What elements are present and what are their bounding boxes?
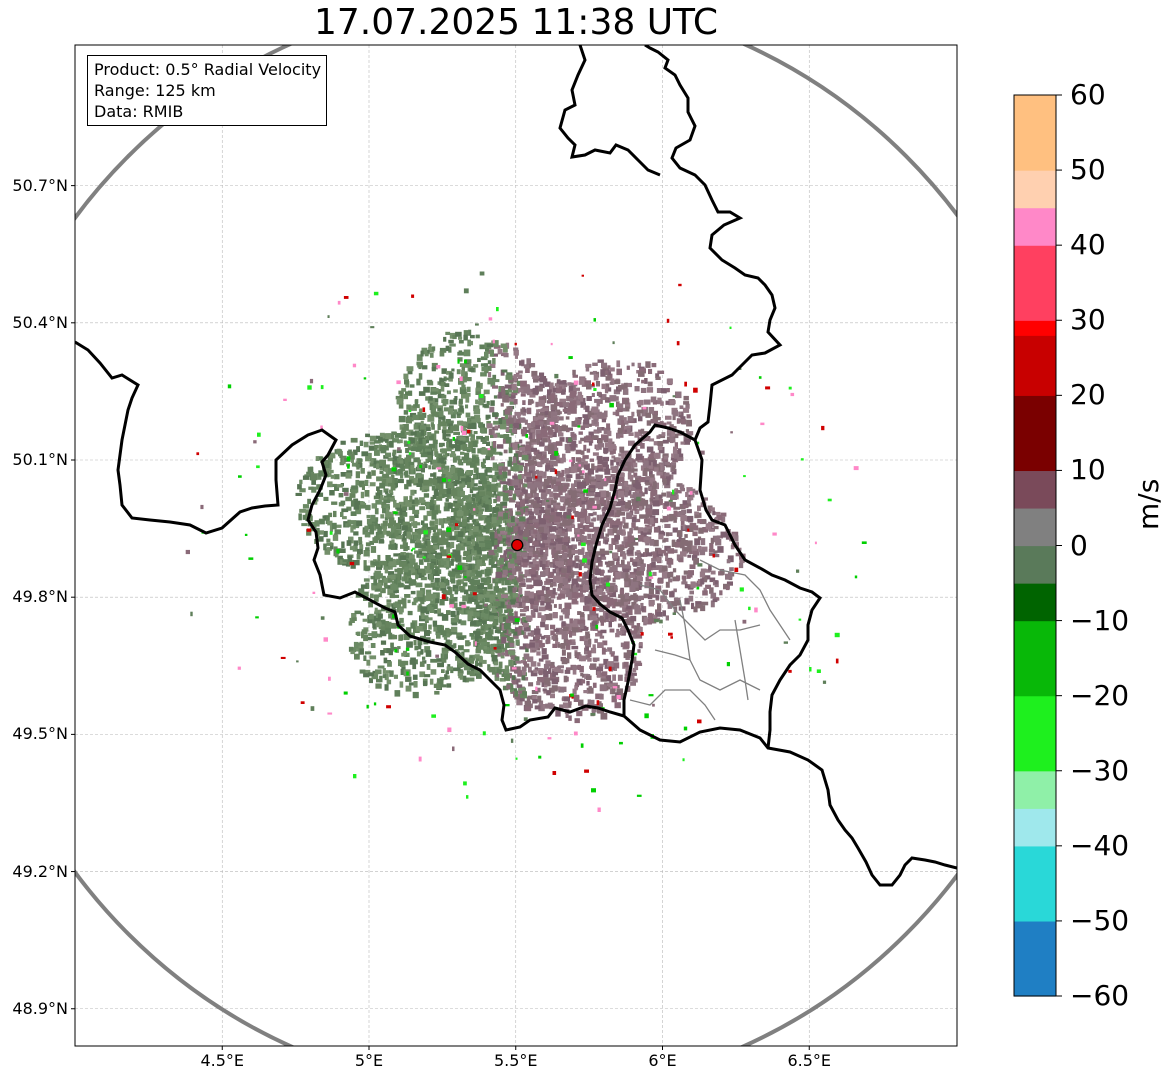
- x-tick-label: 6.5°E: [787, 1051, 832, 1070]
- y-tick-label: 50.4°N: [12, 312, 68, 332]
- colorbar-tick-label: −40: [1070, 828, 1130, 862]
- radar-site-marker[interactable]: [511, 538, 524, 552]
- lux-cantons: [629, 559, 791, 721]
- colorbar-unit: m/s: [1132, 478, 1165, 530]
- data-source-label: Data: RMIB: [94, 102, 184, 121]
- border-be-fr-west: [75, 340, 625, 732]
- info-box: Product: 0.5° Radial Velocity Range: 125…: [87, 55, 328, 126]
- colorbar-band: [1014, 245, 1056, 321]
- y-tick-label: 49.2°N: [12, 861, 68, 881]
- colorbar-band: [1014, 583, 1056, 622]
- colorbar-band: [1014, 320, 1056, 336]
- colorbar: [1013, 94, 1062, 997]
- x-tick-label: 5°E: [354, 1051, 384, 1070]
- colorbar-band: [1014, 845, 1056, 922]
- range-label: Range: 125 km: [94, 81, 216, 100]
- colorbar-tick-label: 50: [1070, 153, 1106, 187]
- colorbar-band: [1014, 207, 1056, 246]
- y-axis-ticks: [71, 185, 75, 1010]
- y-tick-label: 50.7°N: [12, 175, 68, 195]
- colorbar-tick-label: 20: [1070, 378, 1106, 412]
- border-nl-de: [558, 45, 661, 177]
- map-title: 17.07.2025 11:38 UTC: [313, 2, 719, 43]
- border-fr-de-se: [623, 714, 957, 887]
- border-lu-de: [693, 439, 823, 749]
- map-area[interactable]: [0, 0, 1067, 1081]
- colorbar-tick-label: 60: [1070, 78, 1106, 111]
- colorbar-band: [1014, 808, 1056, 847]
- colorbar-tick-label: 40: [1070, 228, 1106, 262]
- colorbar-band: [1014, 770, 1056, 809]
- colorbar-tick-label: −20: [1070, 678, 1130, 712]
- colorbar-band: [1014, 545, 1056, 584]
- colorbar-band: [1014, 170, 1056, 209]
- colorbar-tick-label: 30: [1070, 303, 1106, 337]
- colorbar-band: [1014, 470, 1056, 509]
- colorbar-band: [1014, 395, 1056, 472]
- x-tick-label: 6°E: [648, 1051, 677, 1070]
- colorbar-tick-label: −10: [1070, 603, 1130, 637]
- y-tick-label: 49.5°N: [12, 724, 68, 744]
- y-tick-label: 48.9°N: [12, 998, 68, 1018]
- x-tick-label: 4.5°E: [200, 1051, 245, 1070]
- product-label: Product: 0.5° Radial Velocity: [94, 60, 322, 79]
- colorbar-band: [1014, 507, 1056, 547]
- border-be-de-east: [588, 45, 783, 716]
- colorbar-band: [1014, 335, 1056, 396]
- y-tick-label: 50.1°N: [12, 450, 68, 469]
- colorbar-tick-label: −60: [1070, 979, 1130, 1012]
- country-borders: [75, 45, 957, 887]
- x-tick-label: 5.5°E: [493, 1051, 538, 1070]
- x-axis-ticks: [221, 1046, 810, 1050]
- colorbar-band: [1014, 695, 1056, 772]
- colorbar-band: [1014, 95, 1056, 171]
- colorbar-tick-label: 10: [1070, 453, 1106, 487]
- colorbar-band: [1014, 620, 1056, 697]
- colorbar-tick-label: −50: [1070, 903, 1130, 937]
- y-tick-label: 49.8°N: [12, 587, 68, 607]
- velocity-echoes: [185, 271, 867, 812]
- colorbar-tick-label: 0: [1070, 528, 1088, 562]
- colorbar-band: [1014, 920, 1056, 997]
- colorbar-tick-label: −30: [1070, 753, 1130, 787]
